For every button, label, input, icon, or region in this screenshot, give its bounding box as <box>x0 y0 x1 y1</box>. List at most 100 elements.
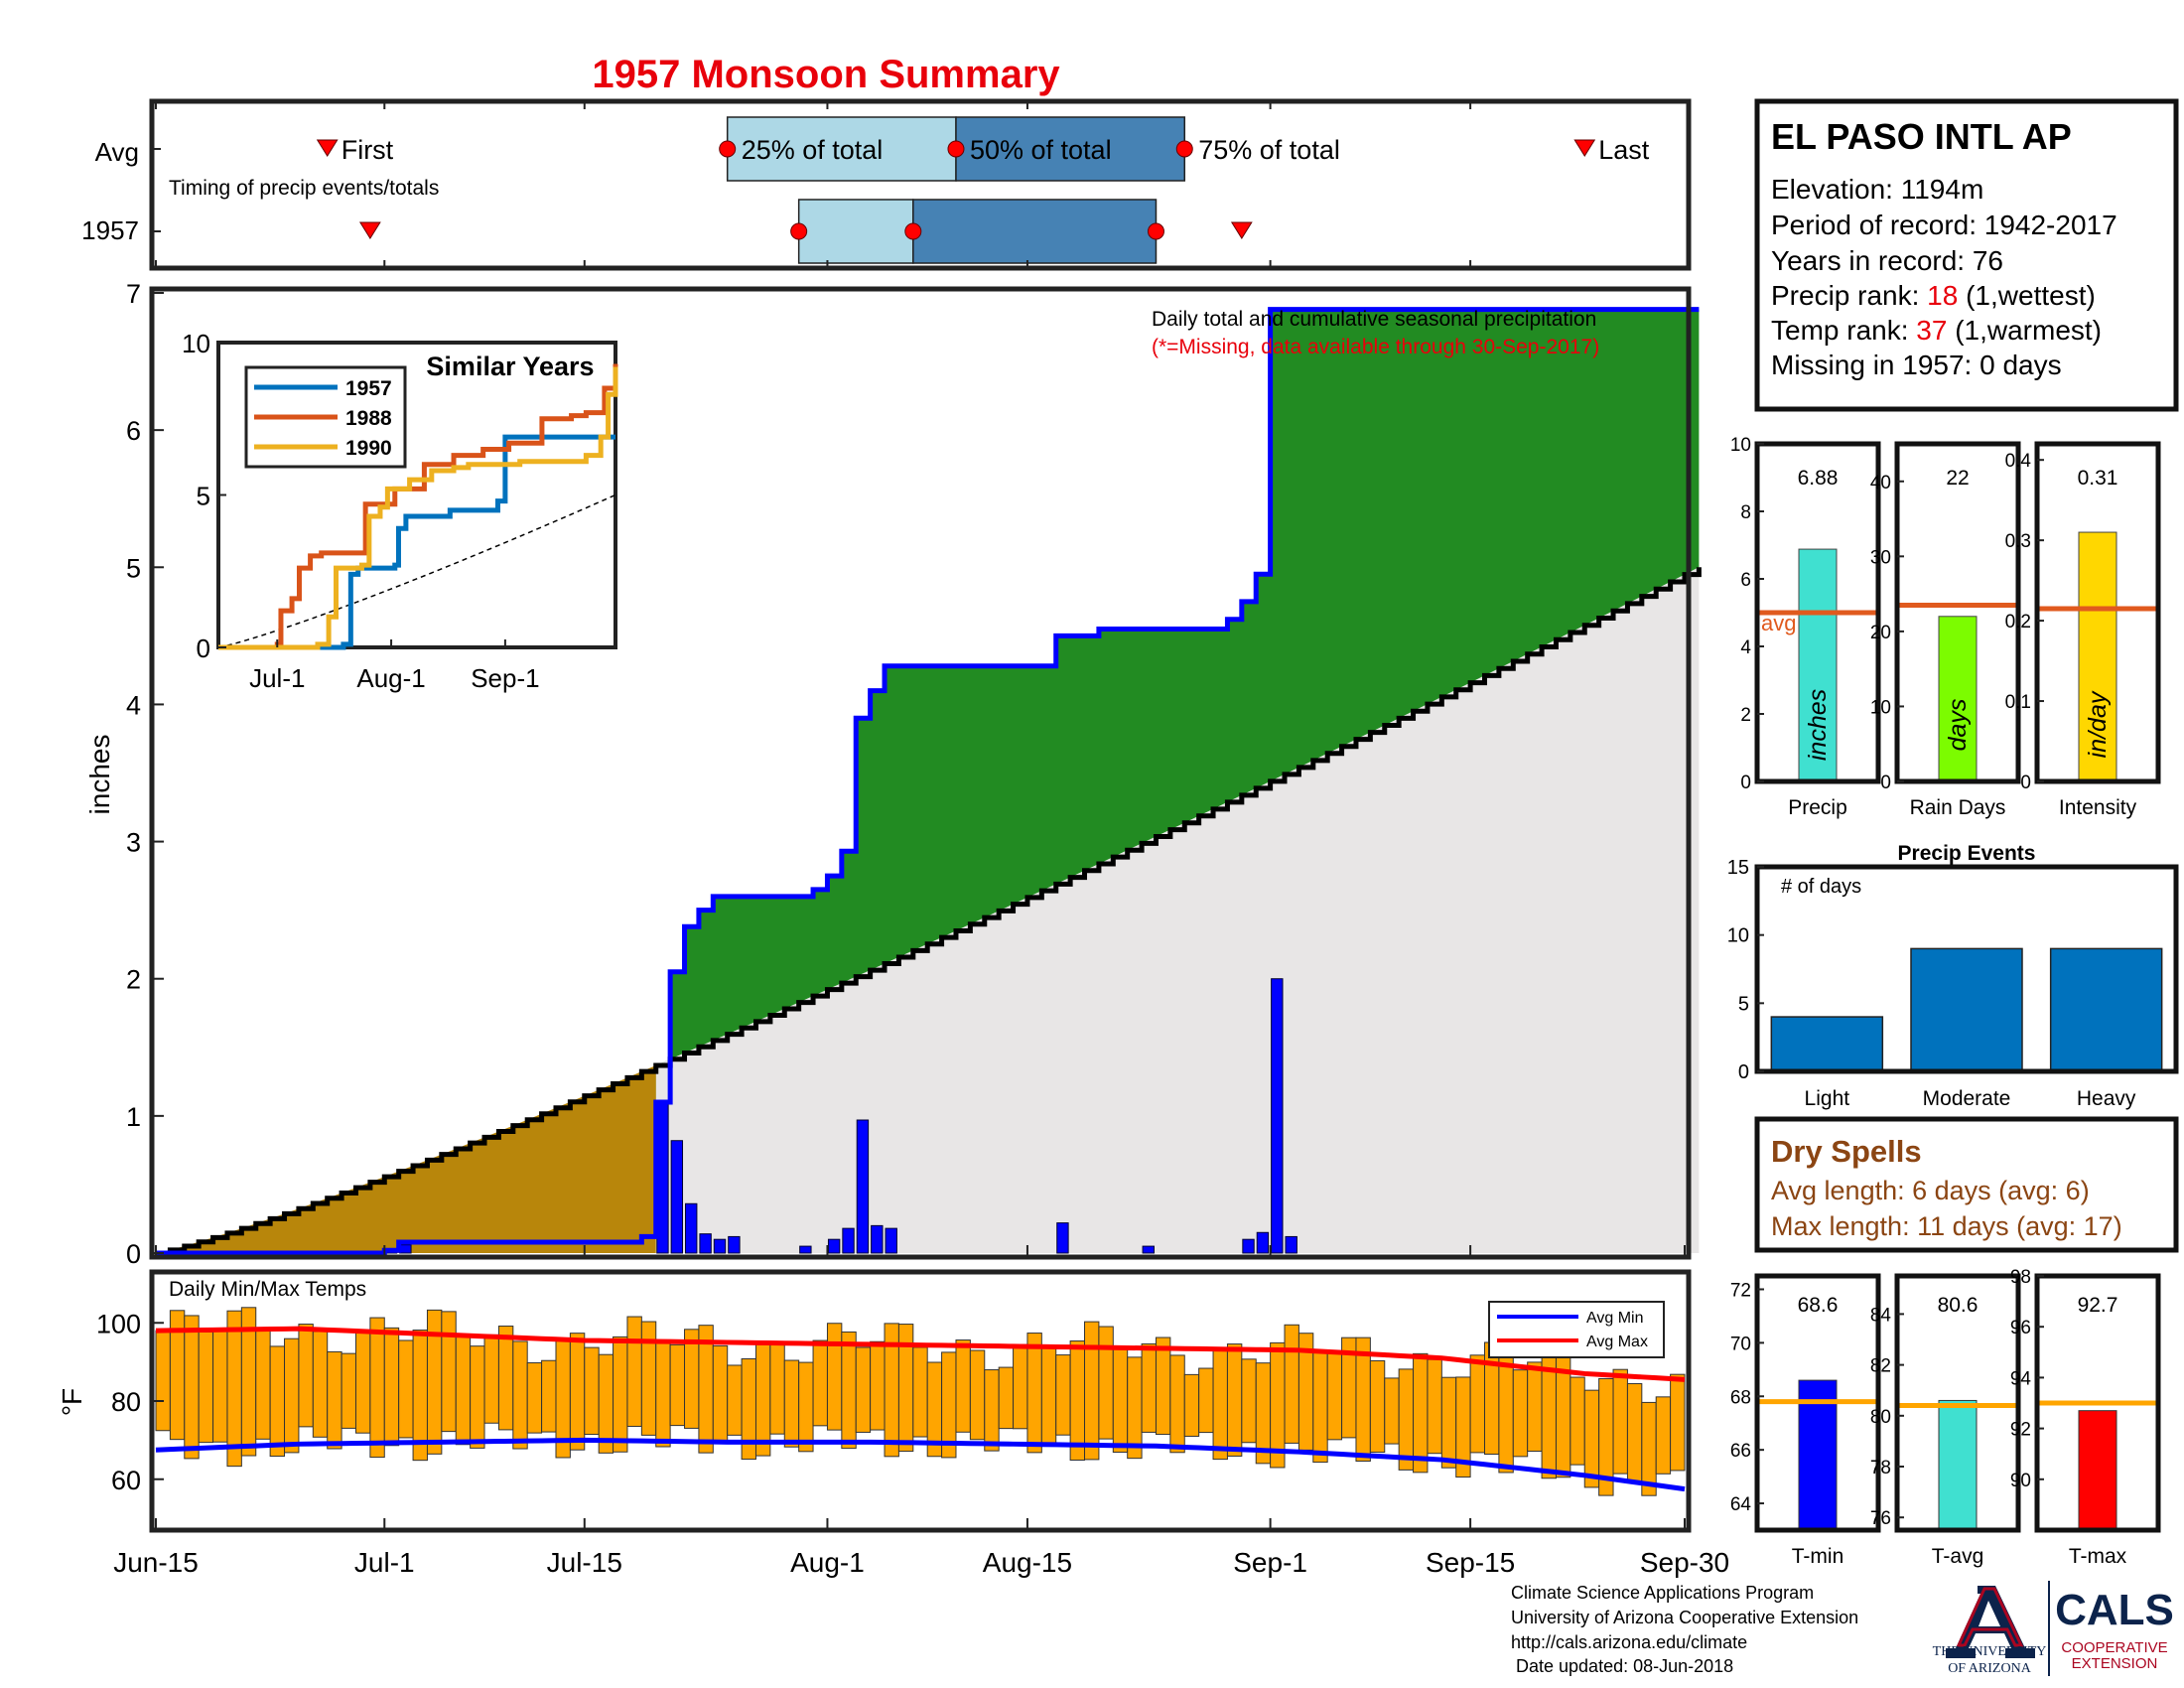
total-value-label: 0.31 <box>2078 467 2118 490</box>
temp-range-bar <box>1169 1354 1185 1454</box>
temp-range-bar <box>984 1369 1000 1452</box>
temp-range-bar <box>1440 1376 1457 1469</box>
dry-spells-avg: Avg length: 6 days (avg: 6) <box>1771 1176 2090 1205</box>
daily-precip-bar <box>1256 1231 1270 1254</box>
precip-ylabel: inches <box>84 735 115 815</box>
inset-series-1957 <box>218 434 615 650</box>
events-frame <box>1754 864 2179 1074</box>
avg-min-line <box>155 1437 1686 1492</box>
dry-spells-box: Dry Spells Avg length: 6 days (avg: 6) M… <box>1754 1116 2179 1253</box>
precip-ytick-label: 0 <box>126 1239 141 1269</box>
avg-max-line <box>155 1326 1686 1382</box>
timing-markers: First 25% of total 50% of total 75% of tota… <box>152 101 1650 268</box>
daily-precip-bar <box>685 1202 698 1254</box>
inset-xtick-label: Sep-1 <box>471 663 539 693</box>
timing-triangle-last-year <box>1230 221 1253 239</box>
inset-series-1990 <box>218 366 618 650</box>
daily-precip-bar <box>1242 1238 1255 1254</box>
total-name-label: Intensity <box>2059 796 2137 819</box>
average-cumulative-line <box>156 567 1702 1256</box>
event-bar-moderate <box>1910 947 2023 1072</box>
timing-marker-p50-year <box>904 222 922 240</box>
date-axis-label: Sep-1 <box>1233 1547 1307 1578</box>
temp-range-bar <box>212 1329 228 1443</box>
timing-triangle-first-avg <box>316 139 339 157</box>
event-category-label: Heavy <box>2077 1087 2136 1110</box>
temp-range-bar <box>1284 1324 1299 1444</box>
ua-logo-line-1: THE UNIVERSITY <box>1933 1644 2047 1659</box>
temp-range-bar <box>497 1326 514 1431</box>
daily-precip-bar <box>670 1140 684 1254</box>
temp-range-bar <box>655 1340 671 1448</box>
temp-bar-ytick-label: 94 <box>2010 1368 2032 1389</box>
temp-bar-1 <box>1938 1399 1978 1531</box>
temp-range-bar <box>1670 1373 1686 1472</box>
temp-range-bar <box>1069 1340 1086 1461</box>
event-category-label: Moderate <box>1923 1087 2011 1110</box>
temp-range-bar <box>969 1349 986 1441</box>
temp-bar-ytick-label: 92 <box>2010 1420 2031 1441</box>
daily-precip-bar <box>799 1245 812 1254</box>
daily-precip-bar <box>699 1233 712 1254</box>
temp-range-bar <box>1098 1326 1114 1440</box>
temps-plot: 60 80 100 Jun-15 Jul-1 Jul-15 Aug-1 Aug-15 Sep-1… <box>96 1269 1729 1578</box>
timing-label-last: Last <box>1598 135 1650 165</box>
temp-range-bar <box>669 1343 686 1427</box>
timing-row-year: 1957 <box>81 215 139 245</box>
temp-bar-ytick-label: 72 <box>1730 1280 1751 1301</box>
temp-range-bar <box>455 1334 472 1446</box>
temp-range-bar <box>184 1315 200 1460</box>
daily-precip-bar <box>871 1224 884 1254</box>
date-axis-label: Sep-15 <box>1426 1547 1515 1578</box>
temp-range-bar <box>783 1359 800 1448</box>
total-ytick-label: 40 <box>1870 473 1891 493</box>
events-ytick-label: 5 <box>1738 993 1749 1015</box>
temp-bar-ytick-label: 76 <box>1870 1508 1891 1529</box>
ua-logo-line-2: OF ARIZONA <box>1948 1661 2032 1676</box>
events-ytick-label: 15 <box>1727 857 1749 879</box>
total-name-label: Precip <box>1788 796 1847 819</box>
inset-title: Similar Years <box>426 352 594 381</box>
inset-ytick-label: 5 <box>197 482 210 511</box>
precip-title: Daily total and cumulative seasonal prec… <box>1152 308 1596 331</box>
similar-years-inset: 0 5 10 Jul-1 Aug-1 Sep-1 Similar Years 1957 1988… <box>182 329 618 693</box>
event-category-label: Light <box>1805 1087 1850 1110</box>
temp-range-bar <box>1469 1354 1486 1454</box>
temp-range-bar <box>1498 1354 1514 1474</box>
temp-range-bar <box>826 1323 843 1431</box>
total-ytick-label: 6 <box>1740 570 1751 591</box>
daily-precip-bar <box>856 1119 870 1254</box>
precip-ytick-label: 6 <box>126 416 141 446</box>
cals-logo-title: CALS <box>2055 1586 2174 1634</box>
timing-box-early-avg <box>726 116 957 182</box>
events-ylabel: # of days <box>1781 876 1861 898</box>
precip-ytick-label: 2 <box>126 965 141 995</box>
temp-range-bar <box>541 1359 557 1433</box>
inset-ytick-label: 0 <box>197 633 210 663</box>
temp-range-bar <box>626 1316 642 1427</box>
average-label: avg <box>1761 611 1796 635</box>
events-ytick-label: 10 <box>1727 925 1749 947</box>
temp-bar-frame-2 <box>2034 1273 2161 1533</box>
temp-range-bar <box>269 1345 286 1458</box>
temp-range-bar <box>1612 1368 1628 1475</box>
timing-box-late-avg <box>955 116 1186 182</box>
temp-bar-2 <box>2078 1410 2117 1531</box>
temp-range-bar <box>1013 1343 1028 1430</box>
timing-label-p25: 25% of total <box>742 135 884 165</box>
footer-line-2: University of Arizona Cooperative Extens… <box>1511 1608 1858 1627</box>
temps-ytick-label: 100 <box>96 1309 141 1338</box>
station-elevation: Elevation: 1194m <box>1771 174 1983 205</box>
temp-range-bar <box>1141 1342 1157 1433</box>
total-ytick-label: 8 <box>1740 502 1751 523</box>
total-ytick-label: 30 <box>1870 547 1891 568</box>
total-ytick-label: 0 <box>1880 773 1891 793</box>
inset-legend-label: 1957 <box>345 377 392 400</box>
temp-range-bar <box>226 1310 242 1468</box>
total-ytick-label: 0.2 <box>2005 612 2031 633</box>
temp-range-bar <box>1241 1358 1257 1444</box>
temps-ytick-label: 60 <box>111 1466 141 1495</box>
date-axis-label: Jun-15 <box>113 1547 199 1578</box>
timing-label-p50: 50% of total <box>970 135 1112 165</box>
total-ytick-label: 10 <box>1730 435 1751 456</box>
